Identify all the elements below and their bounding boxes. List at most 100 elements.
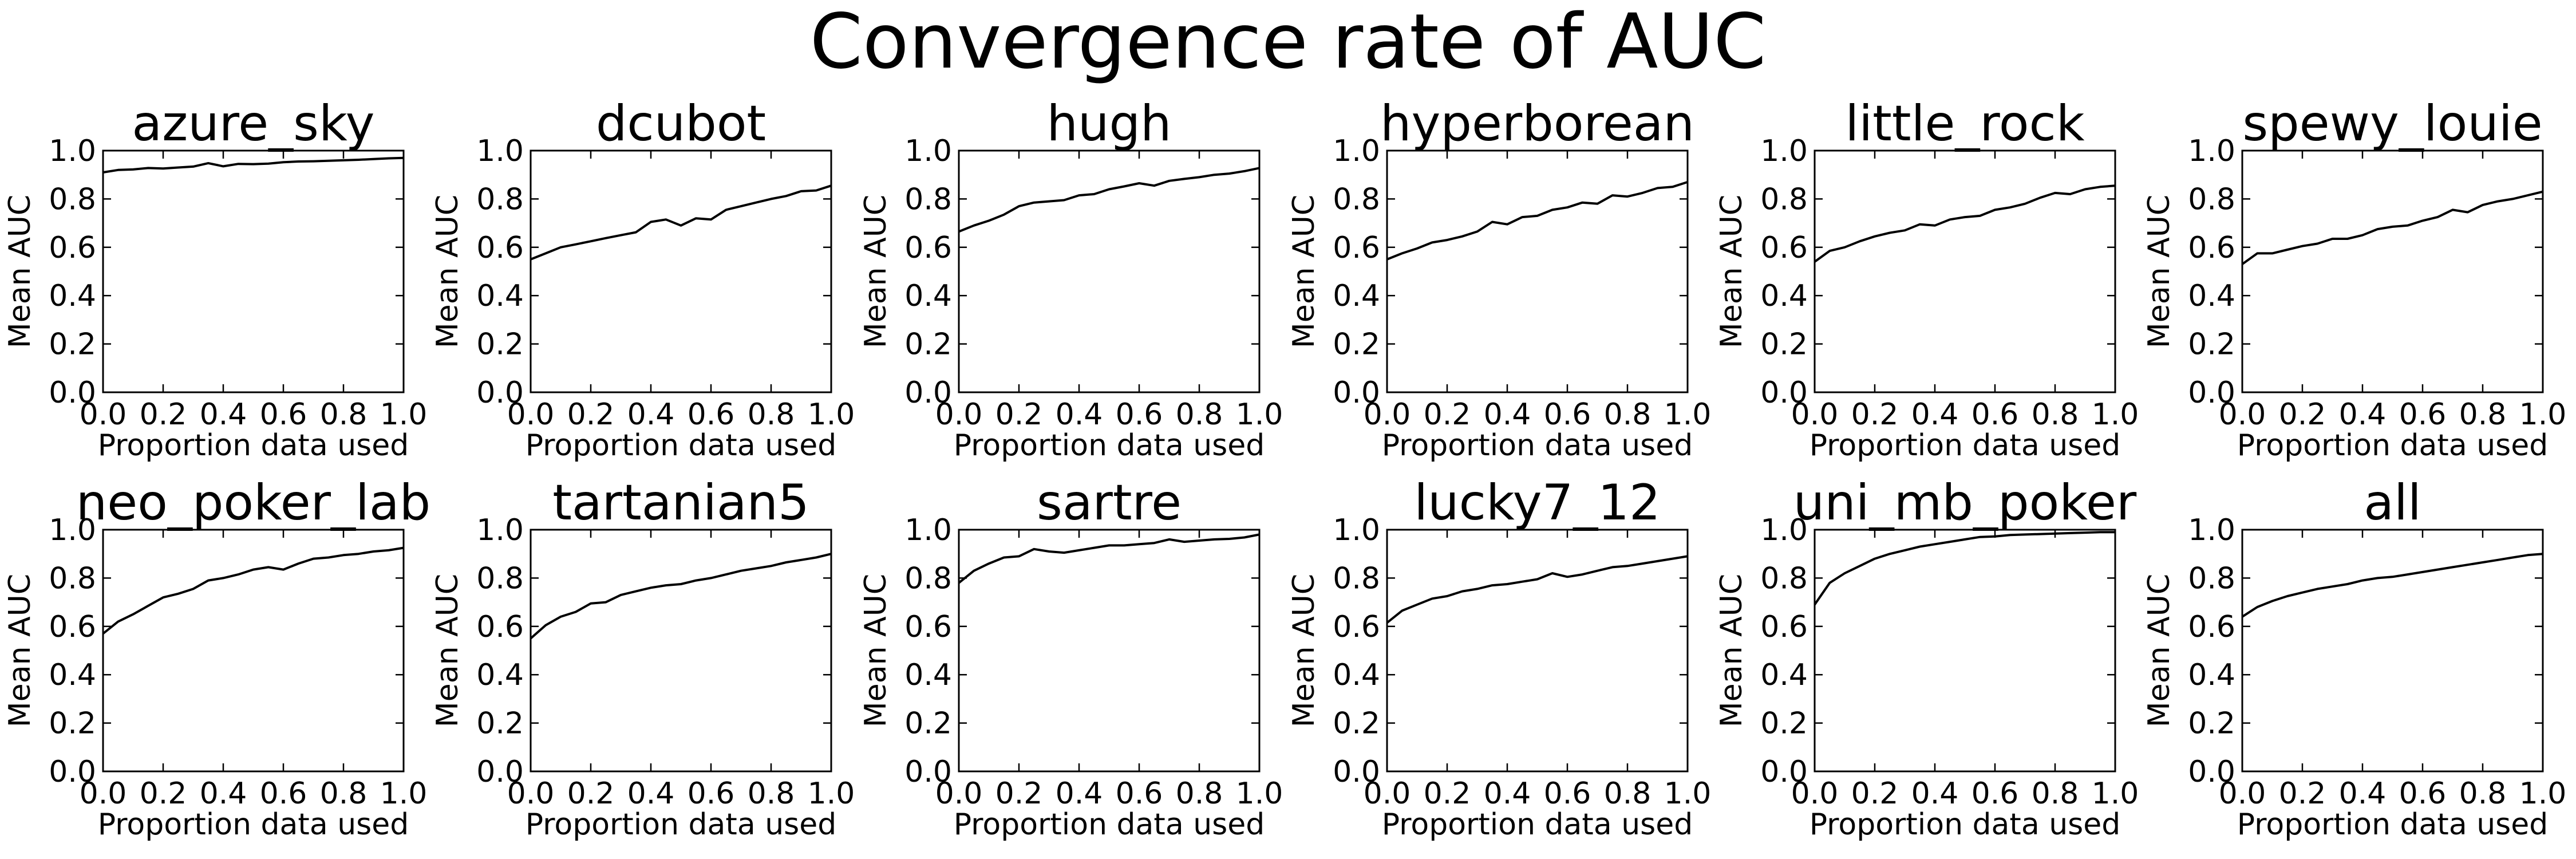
panel-title: spewy_louie — [2242, 95, 2542, 152]
x-tick-label: 1.0 — [2519, 777, 2567, 811]
x-axis-label: Proportion data used — [526, 807, 837, 842]
y-axis-label: Mean AUC — [430, 195, 465, 348]
x-tick-label: 0.6 — [1971, 777, 2019, 811]
series-line — [958, 533, 1260, 584]
x-tick-label: 0.4 — [627, 397, 675, 432]
y-tick-label: 1.0 — [904, 134, 952, 168]
x-tick-label: 0.0 — [1791, 397, 1839, 432]
x-axis-label: Proportion data used — [1809, 807, 2121, 842]
y-tick-label: 0.6 — [904, 610, 952, 644]
y-tick-label: 1.0 — [476, 513, 524, 547]
x-tick-label: 0.0 — [2219, 777, 2266, 811]
x-tick-label: 1.0 — [2519, 397, 2567, 432]
y-tick-label: 0.8 — [2188, 182, 2235, 216]
axes-frame — [102, 149, 405, 393]
y-tick-label: 1.0 — [1760, 513, 1808, 547]
x-tick-label: 0.2 — [995, 397, 1043, 432]
y-tick-label: 0.2 — [904, 328, 952, 362]
y-tick-label: 0.8 — [904, 561, 952, 596]
y-tick-label: 0.4 — [49, 658, 96, 692]
x-axis-label: Proportion data used — [954, 807, 1265, 842]
series-line — [530, 553, 832, 640]
y-tick-label: 0.6 — [1760, 231, 1808, 265]
y-axis-label: Mean AUC — [1287, 574, 1321, 727]
y-tick-label: 0.0 — [904, 376, 952, 410]
y-tick-label: 1.0 — [476, 134, 524, 168]
y-tick-label: 0.4 — [904, 658, 952, 692]
y-axis-label: Mean AUC — [859, 574, 893, 727]
y-tick-label: 0.8 — [476, 182, 524, 216]
y-tick-label: 1.0 — [49, 513, 96, 547]
y-tick-label: 0.0 — [476, 376, 524, 410]
y-tick-label: 1.0 — [49, 134, 96, 168]
y-tick-label: 0.6 — [476, 231, 524, 265]
x-tick-label: 0.8 — [1176, 777, 1223, 811]
x-tick-label: 0.2 — [995, 777, 1043, 811]
x-tick-label: 0.0 — [2219, 397, 2266, 432]
panel-lucky7_12: lucky7_12 0.0 0.2 0.4 0.6 0.8 1.0 0.0 0.2 0.4 0.6 0… — [1287, 474, 1711, 842]
x-axis-label: Proportion data used — [98, 428, 409, 463]
panel-title: sartre — [1037, 474, 1182, 531]
y-tick-label: 0.0 — [1333, 376, 1380, 410]
x-tick-label: 0.0 — [80, 397, 127, 432]
y-tick-label: 0.2 — [904, 707, 952, 741]
x-tick-label: 0.2 — [2279, 397, 2326, 432]
y-tick-label: 0.6 — [49, 231, 96, 265]
series-line — [1386, 555, 1688, 624]
x-tick-label: 0.0 — [507, 777, 555, 811]
y-tick-label: 0.6 — [476, 610, 524, 644]
y-tick-label: 0.4 — [2188, 279, 2235, 313]
x-tick-label: 0.4 — [200, 777, 247, 811]
series-line — [102, 156, 404, 174]
y-tick-label: 0.0 — [2188, 376, 2235, 410]
x-axis-label: Proportion data used — [98, 807, 409, 842]
x-axis-label: Proportion data used — [1382, 807, 1693, 842]
y-tick-label: 0.2 — [1760, 707, 1808, 741]
axes-frame — [2241, 529, 2544, 773]
y-axis-label: Mean AUC — [430, 574, 465, 727]
y-axis-label: Mean AUC — [1714, 195, 1749, 348]
y-tick-label: 0.0 — [49, 376, 96, 410]
y-tick-label: 0.6 — [904, 231, 952, 265]
x-axis-label: Proportion data used — [1382, 428, 1693, 463]
x-tick-label: 0.0 — [1364, 397, 1411, 432]
x-tick-label: 0.6 — [688, 397, 735, 432]
panel-neo_poker_lab: neo_poker_lab 0.0 0.2 0.4 0.6 0.8 1.0 0.0 0.2 0.4… — [3, 474, 430, 842]
x-axis-label: Proportion data used — [1809, 428, 2121, 463]
y-tick-label: 0.2 — [2188, 328, 2235, 362]
y-tick-label: 0.6 — [1333, 610, 1380, 644]
x-tick-label: 0.2 — [1851, 777, 1899, 811]
axes-frame — [958, 149, 1261, 393]
x-tick-label: 1.0 — [380, 777, 428, 811]
series-line — [1386, 180, 1688, 261]
panel-title: neo_poker_lab — [76, 474, 430, 531]
x-tick-label: 0.6 — [2399, 397, 2447, 432]
x-tick-label: 0.6 — [1544, 397, 1591, 432]
x-tick-label: 0.8 — [748, 397, 795, 432]
y-tick-label: 0.0 — [1760, 376, 1808, 410]
y-tick-label: 1.0 — [2188, 513, 2235, 547]
axes-frame — [1386, 149, 1689, 393]
x-tick-label: 0.2 — [567, 397, 615, 432]
x-tick-label: 0.4 — [1911, 777, 1959, 811]
y-axis-label: Mean AUC — [859, 195, 893, 348]
x-tick-label: 0.4 — [2339, 397, 2387, 432]
y-tick-label: 0.2 — [1760, 328, 1808, 362]
y-tick-label: 0.2 — [49, 707, 96, 741]
x-tick-label: 0.6 — [260, 777, 307, 811]
axes-frame — [1814, 149, 2116, 393]
x-tick-label: 0.6 — [1116, 777, 1163, 811]
series-line — [530, 184, 832, 261]
panels: azure_sky 0.0 0.2 0.4 0.6 0.8 1.0 0.0 0.2 0.4 0.6 0… — [3, 95, 2566, 842]
x-tick-label: 0.2 — [140, 397, 187, 432]
x-tick-label: 0.8 — [2459, 397, 2507, 432]
axes-frame — [958, 529, 1261, 773]
x-tick-label: 0.4 — [1484, 397, 1531, 432]
series-line — [102, 546, 404, 635]
y-axis-label: Mean AUC — [1287, 195, 1321, 348]
x-tick-label: 0.4 — [1056, 397, 1103, 432]
x-tick-label: 0.8 — [2032, 777, 2079, 811]
x-tick-label: 0.0 — [507, 397, 555, 432]
panel-title: all — [2364, 474, 2421, 531]
series-line — [2241, 190, 2543, 265]
